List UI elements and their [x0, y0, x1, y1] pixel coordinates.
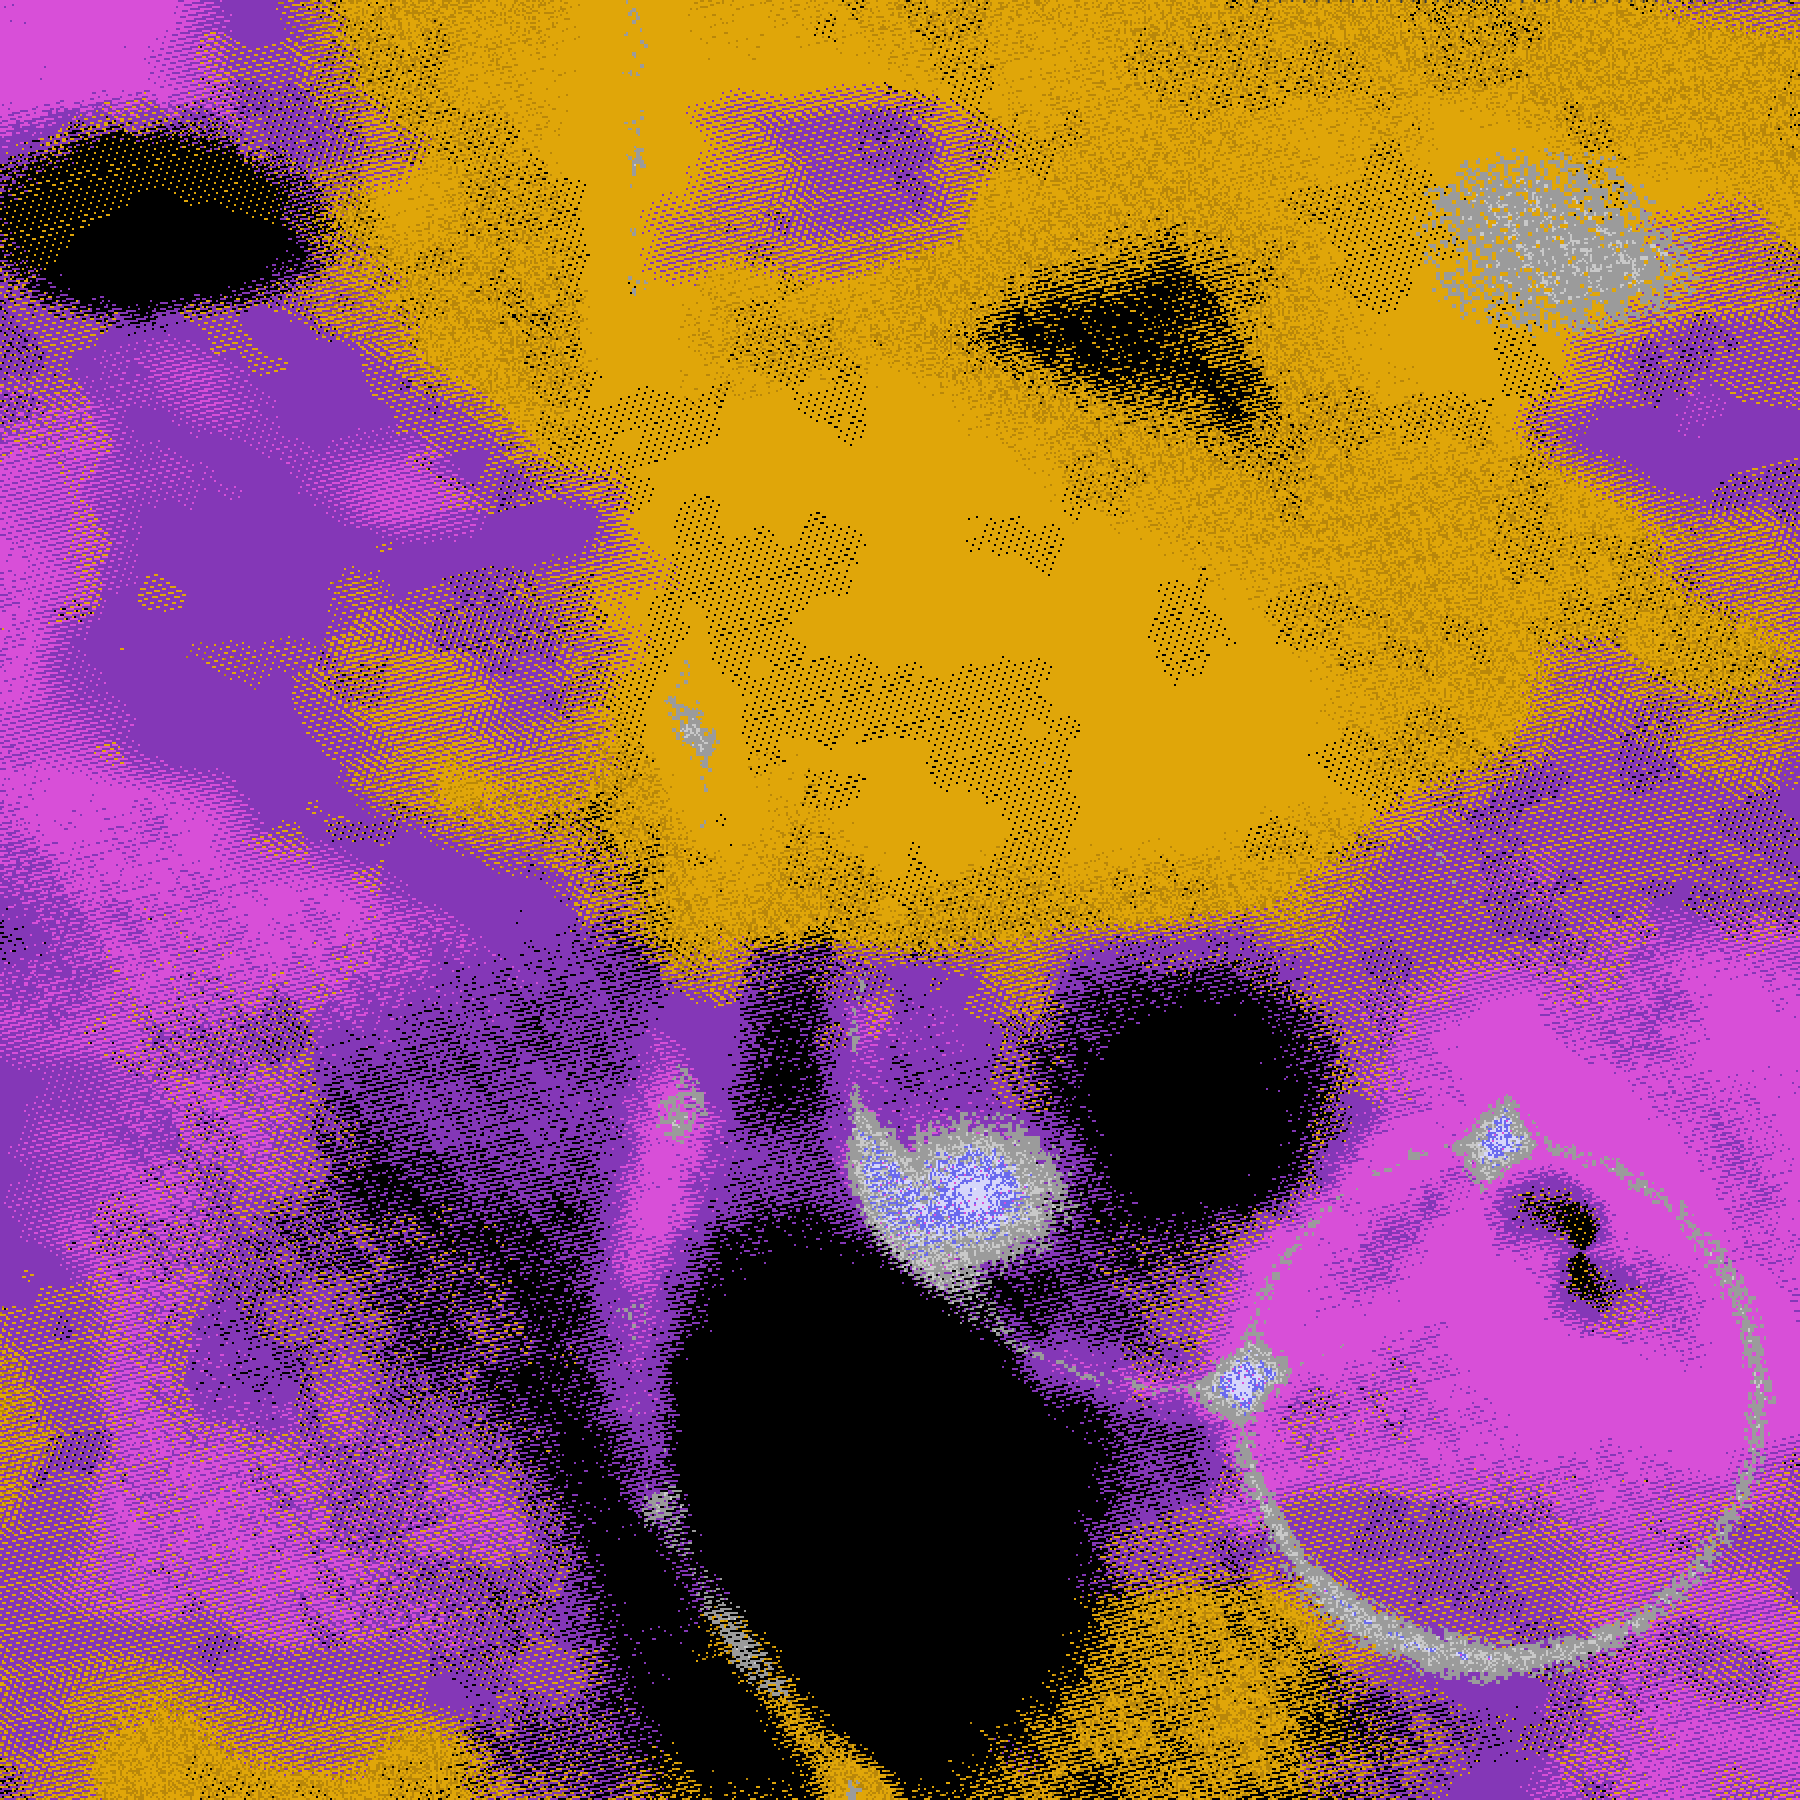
satellite-image-viewport: False-Color Satellite Composite South Am…: [0, 0, 1800, 1800]
false-color-raster: [0, 0, 1800, 1800]
